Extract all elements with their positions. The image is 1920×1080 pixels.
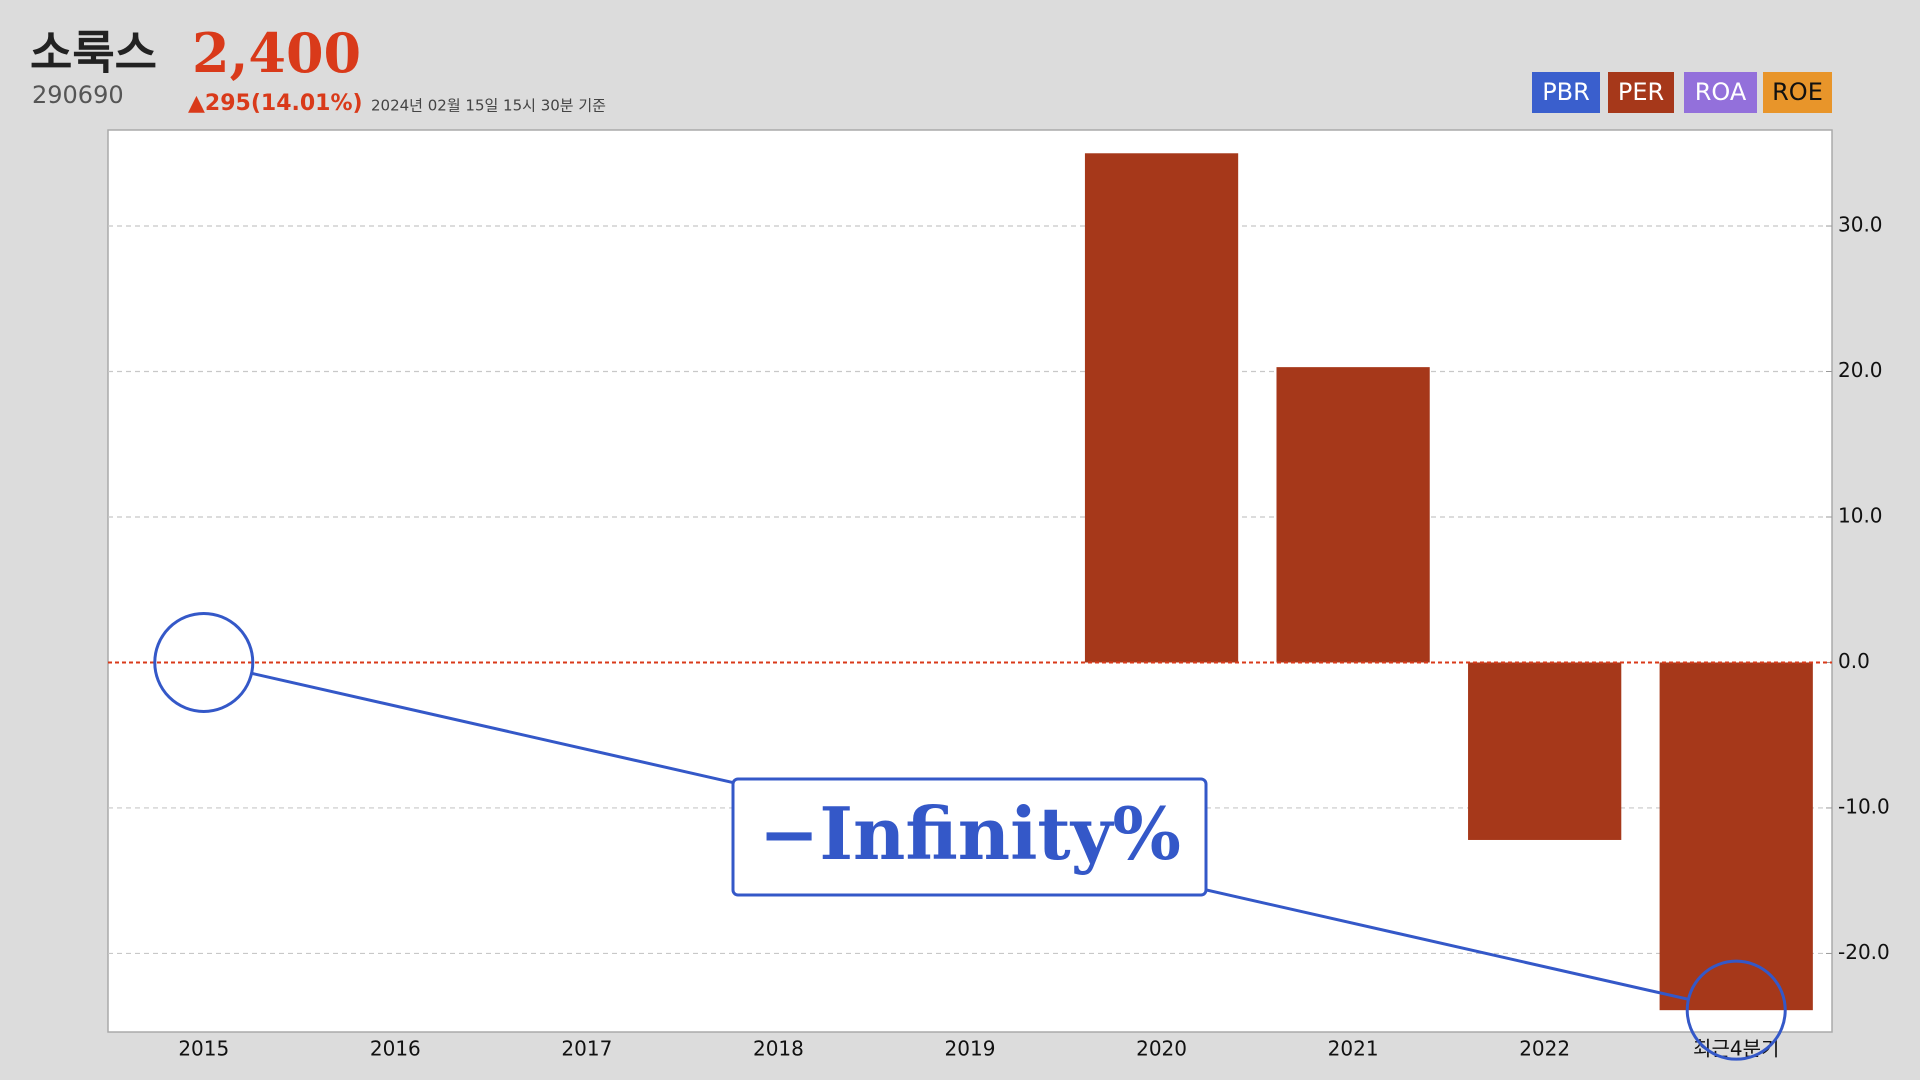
bar <box>1084 153 1239 663</box>
metric-button-label[interactable]: PBR <box>1542 78 1590 106</box>
x-tick-label: 2018 <box>753 1037 804 1061</box>
y-tick-label: 0.0 <box>1838 649 1870 673</box>
annotation-circle <box>1685 959 1787 1061</box>
y-tick-label: -20.0 <box>1838 940 1890 964</box>
x-tick-label: 2017 <box>561 1037 612 1061</box>
metric-button[interactable] <box>1763 72 1832 113</box>
stock-code: 290690 <box>32 81 124 109</box>
metric-button-label[interactable]: ROA <box>1695 78 1747 106</box>
metric-button[interactable] <box>1684 72 1757 113</box>
price-change: ▲295(14.01%) <box>188 91 363 116</box>
bar <box>1276 367 1430 663</box>
x-tick-label: 2022 <box>1519 1037 1570 1061</box>
y-tick-label: 20.0 <box>1838 358 1883 382</box>
price: 2,400 <box>192 21 361 85</box>
y-tick-label: -10.0 <box>1838 794 1890 818</box>
x-tick-label: 2019 <box>945 1037 996 1061</box>
metric-button[interactable] <box>1608 72 1674 113</box>
x-tick-label: 2020 <box>1136 1037 1187 1061</box>
y-tick-label: 30.0 <box>1838 213 1883 237</box>
annotation-circle <box>153 611 255 713</box>
plot-area <box>107 129 1833 1033</box>
annotation-box <box>731 777 1208 897</box>
bar <box>1468 662 1622 840</box>
x-tick-label: 2015 <box>178 1037 229 1061</box>
metric-button-label[interactable]: ROE <box>1772 78 1823 106</box>
annotation-text: −Infinity% <box>759 791 1181 876</box>
timestamp: 2024년 02월 15일 15시 30분 기준 <box>371 97 606 115</box>
metric-button[interactable] <box>1532 72 1600 113</box>
x-tick-label: 2016 <box>370 1037 421 1061</box>
stock-name: 소룩스 <box>30 26 157 80</box>
bar <box>1659 662 1813 1011</box>
x-tick-label: 2021 <box>1328 1037 1379 1061</box>
y-tick-label: 10.0 <box>1838 503 1883 527</box>
metric-button-label[interactable]: PER <box>1618 78 1664 106</box>
